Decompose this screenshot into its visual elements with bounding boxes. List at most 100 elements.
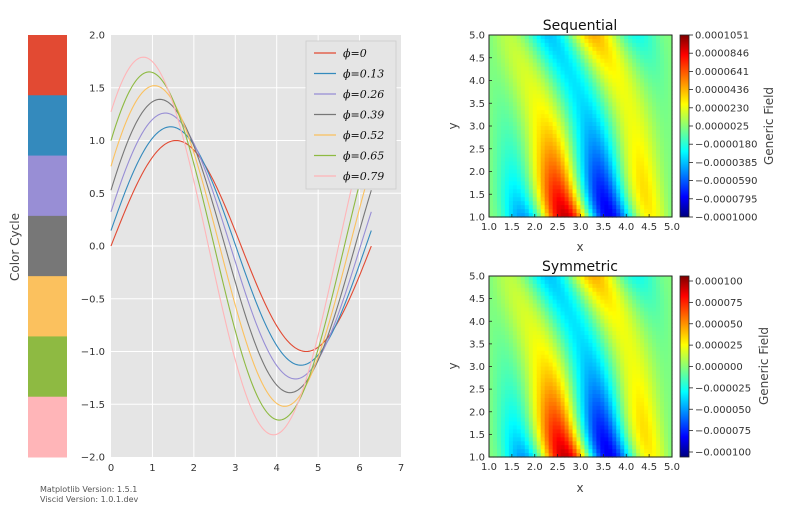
heatmap-cell xyxy=(608,189,613,194)
heatmap-cell xyxy=(596,327,601,332)
heatmap-cell xyxy=(540,453,546,458)
heatmap-cell xyxy=(520,90,526,95)
heatmap-cell xyxy=(504,287,510,293)
heatmap-cell xyxy=(544,126,550,131)
heatmap-cell xyxy=(660,342,665,348)
heatmap-cell xyxy=(564,394,570,399)
heatmap-cell xyxy=(600,161,605,167)
heatmap-cell xyxy=(520,126,526,131)
heatmap-cell xyxy=(604,433,609,438)
heatmap-cell xyxy=(528,181,534,186)
heatmap-cell xyxy=(489,213,494,218)
heatmap-cell xyxy=(536,86,542,91)
heatmap-cell xyxy=(560,323,566,328)
heatmap-cell xyxy=(500,386,506,391)
heatmap-cell xyxy=(560,421,566,427)
heatmap-cell xyxy=(564,189,570,194)
heatmap-cell xyxy=(536,291,542,297)
heatmap-cell xyxy=(556,98,562,103)
heatmap-cell xyxy=(520,161,526,167)
heatmap-cell xyxy=(588,382,594,387)
heatmap-cell xyxy=(552,133,558,139)
heatmap-cell xyxy=(584,386,590,391)
heatmap-cell xyxy=(632,453,637,458)
heatmap-cell xyxy=(496,437,502,442)
heatmap-cell xyxy=(528,90,534,95)
heatmap-cell xyxy=(564,58,570,64)
heatmap-cell xyxy=(652,386,657,391)
heatmap-cell xyxy=(600,295,605,301)
heatmap-cell xyxy=(616,189,621,194)
heatmap-cell xyxy=(504,421,510,427)
heatmap-cell xyxy=(604,323,609,328)
heatmap-cell xyxy=(628,441,633,446)
heatmap-cell xyxy=(512,145,518,151)
colorbar-tick-label: 0.0000436 xyxy=(695,85,749,96)
heatmap-cell xyxy=(564,177,570,182)
heatmap-cell xyxy=(584,42,590,48)
heatmap-cell xyxy=(496,169,502,175)
heatmap-cell xyxy=(544,279,550,285)
heatmap-cell xyxy=(604,386,609,391)
heatmap-cell xyxy=(632,122,637,127)
heatmap-cell xyxy=(520,346,526,352)
heatmap-cell xyxy=(580,276,586,281)
heatmap-cell xyxy=(584,173,590,179)
heatmap-cell xyxy=(644,291,649,297)
heatmap-cell xyxy=(568,122,574,127)
heatmap-cell xyxy=(600,335,605,340)
heatmap-cell xyxy=(556,437,562,442)
heatmap-cell xyxy=(496,394,502,399)
heatmap-cell xyxy=(520,417,526,423)
heatmap-cell xyxy=(548,421,554,427)
heatmap-cell xyxy=(664,197,669,202)
heatmap-cell xyxy=(516,193,522,198)
heatmap-cell xyxy=(644,335,649,340)
heatmap-cell xyxy=(548,370,554,375)
heatmap-cell xyxy=(520,331,526,336)
heatmap-cell xyxy=(664,362,669,368)
heatmap-cell xyxy=(600,425,605,431)
heatmap-cell xyxy=(592,378,598,383)
heatmap-cell xyxy=(516,86,522,91)
heatmap-cell xyxy=(648,209,653,214)
heatmap-cell xyxy=(508,54,514,60)
heatmap-cell xyxy=(620,62,625,68)
heatmap-cell xyxy=(592,358,598,364)
heatmap-cell xyxy=(540,362,546,368)
heatmap-cell xyxy=(512,331,518,336)
heatmap-cell xyxy=(596,102,601,107)
heatmap-cell xyxy=(552,86,558,91)
heatmap-cell xyxy=(596,437,601,442)
heatmap-cell xyxy=(528,401,534,407)
heatmap-cell xyxy=(600,394,605,399)
heatmap-cell xyxy=(504,335,510,340)
heatmap-cell xyxy=(620,445,625,450)
heatmap-cell xyxy=(616,441,621,446)
series-line xyxy=(110,139,372,353)
heatmap-cell xyxy=(652,38,657,44)
heatmap-cell xyxy=(632,283,637,289)
heatmap-cell xyxy=(564,319,570,324)
heatmap-cell xyxy=(512,133,518,139)
heatmap-cell xyxy=(580,295,586,301)
heatmap-cell xyxy=(536,38,542,44)
heatmap-cell xyxy=(596,110,601,115)
heatmap-cell xyxy=(576,157,582,163)
heatmap-cell xyxy=(524,74,530,80)
heatmap-cell xyxy=(564,303,570,309)
heatmap-cell xyxy=(656,78,661,84)
heatmap-cell xyxy=(552,78,558,84)
heatmap-cell xyxy=(644,38,649,44)
heatmap-cell xyxy=(596,98,601,103)
x-tick-label: 4.0 xyxy=(618,462,634,473)
heatmap-cell xyxy=(660,350,665,356)
heatmap-cell xyxy=(640,189,645,194)
heatmap-cell xyxy=(664,425,669,431)
heatmap-cell xyxy=(668,394,673,399)
heatmap-cell xyxy=(504,38,510,44)
heatmap-cell xyxy=(632,106,637,111)
heatmap-cell xyxy=(540,145,546,151)
heatmap-cell xyxy=(572,370,578,375)
heatmap-cell xyxy=(612,70,617,76)
